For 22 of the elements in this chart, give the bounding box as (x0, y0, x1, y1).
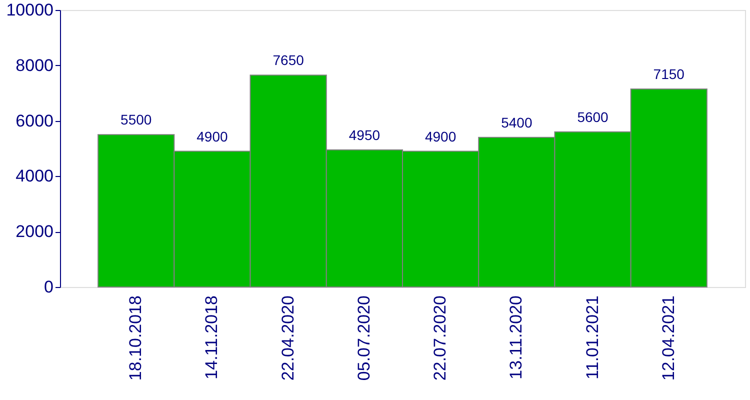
data-label: 4900 (196, 128, 228, 144)
x-tick-label: 05.07.2020 (354, 296, 374, 381)
y-tick-label: 10000 (6, 0, 54, 20)
x-tick-label: 11.01.2021 (582, 296, 602, 380)
data-label: 5400 (501, 114, 532, 130)
x-tick-label: 12.04.2021 (658, 296, 678, 381)
x-tick-label: 18.10.2018 (126, 296, 146, 381)
x-tick-label: 13.11.2020 (506, 296, 526, 380)
y-tick-label: 6000 (16, 111, 54, 130)
data-label: 4900 (424, 128, 456, 144)
y-tick-label: 8000 (16, 56, 54, 75)
data-label: 7650 (272, 52, 304, 68)
x-tick-label: 14.11.2018 (202, 296, 222, 380)
y-tick-label: 0 (44, 278, 54, 296)
x-tick-label: 22.07.2020 (430, 296, 450, 381)
y-tick-label: 2000 (16, 222, 54, 242)
data-label: 7150 (653, 66, 685, 82)
data-label: 5600 (577, 108, 609, 125)
data-label: 5500 (120, 112, 152, 128)
y-tick-label: 4000 (16, 166, 54, 186)
x-tick-label: 22.04.2020 (278, 296, 298, 381)
data-label: 4950 (348, 126, 380, 143)
